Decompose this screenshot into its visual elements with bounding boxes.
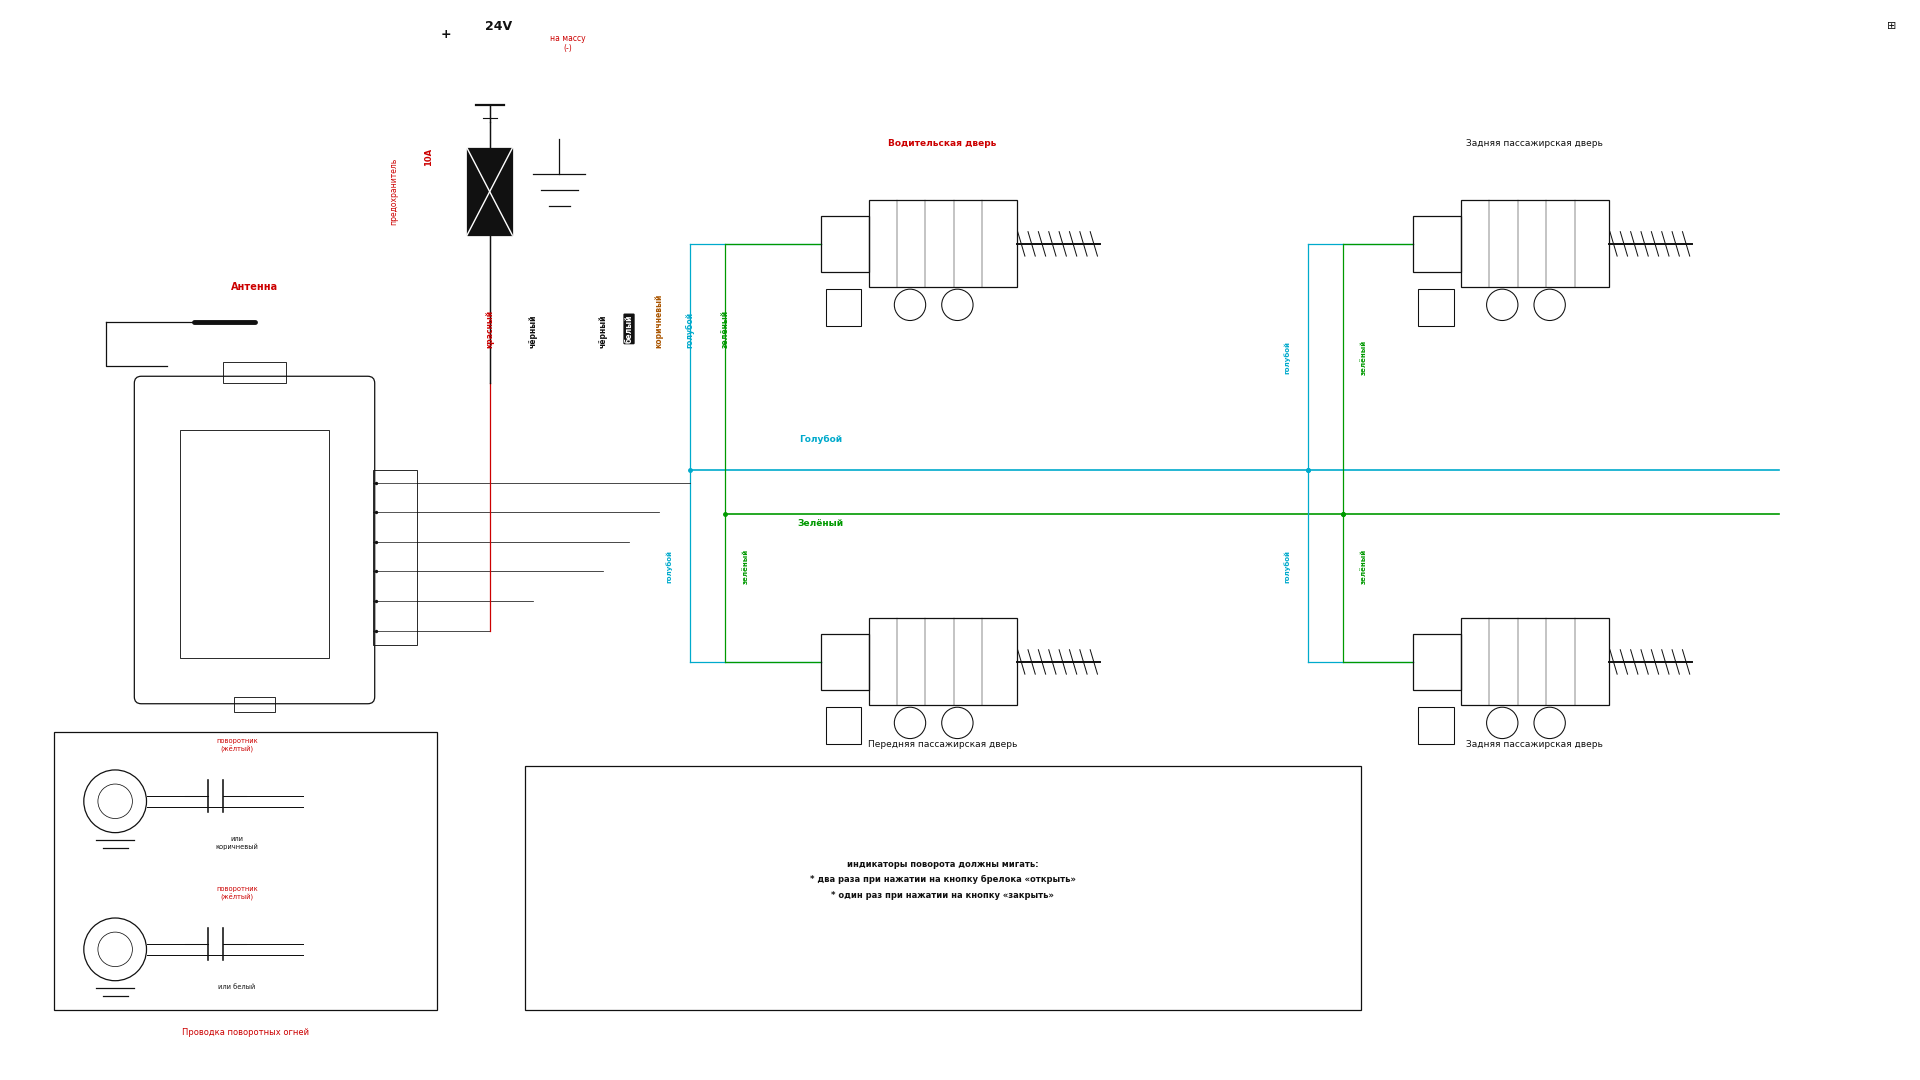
Bar: [1419, 707, 1453, 744]
Text: коричневый: коричневый: [655, 294, 662, 349]
Text: чёрный: чёрный: [599, 315, 607, 349]
Text: предохранитель: предохранитель: [390, 158, 397, 226]
Text: Антенна: Антенна: [230, 282, 278, 293]
Text: голубой: голубой: [666, 550, 672, 582]
Bar: [180, 430, 330, 659]
Text: ⊞: ⊞: [1887, 22, 1897, 31]
Text: Проводка поворотных огней: Проводка поворотных огней: [182, 1028, 309, 1037]
Text: на массу
(-): на массу (-): [551, 33, 586, 53]
Bar: [1419, 289, 1453, 326]
Text: зелёный: зелёный: [743, 549, 749, 584]
Text: зелёный: зелёный: [1361, 339, 1367, 375]
Text: +: +: [442, 28, 451, 41]
Bar: [467, 148, 513, 235]
Bar: [1461, 619, 1609, 705]
Text: Водительская дверь: Водительская дверь: [889, 139, 996, 148]
Bar: [372, 470, 417, 645]
Text: белый: белый: [624, 314, 634, 343]
Text: или
коричневый: или коричневый: [215, 836, 259, 850]
Text: чёрный: чёрный: [528, 315, 538, 349]
Bar: [826, 707, 862, 744]
Text: голубой: голубой: [685, 312, 695, 349]
Text: голубой: голубой: [1284, 340, 1290, 374]
Text: Задняя пассажирская дверь: Задняя пассажирская дверь: [1467, 740, 1603, 750]
Text: красный: красный: [486, 310, 493, 349]
Text: зелёный: зелёный: [1361, 549, 1367, 584]
Text: Задняя пассажирская дверь: Задняя пассажирская дверь: [1467, 139, 1603, 148]
Text: Передняя пассажирская дверь: Передняя пассажирская дверь: [868, 740, 1018, 750]
Text: голубой: голубой: [1284, 550, 1290, 582]
Bar: [1461, 200, 1609, 287]
Text: индикаторы поворота должны мигать:
* два раза при нажатии на кнопку брелока «отк: индикаторы поворота должны мигать: * два…: [810, 860, 1075, 900]
Bar: [822, 216, 868, 272]
Bar: [826, 289, 862, 326]
Text: зелёный: зелёный: [720, 310, 730, 349]
Text: или белый: или белый: [219, 984, 255, 990]
Text: 10А: 10А: [424, 148, 434, 166]
Bar: [1413, 634, 1461, 690]
Text: Зелёный: Зелёный: [797, 519, 843, 528]
Bar: [822, 634, 868, 690]
Bar: [1413, 216, 1461, 272]
Bar: [223, 362, 286, 383]
Bar: [868, 200, 1016, 287]
Bar: [868, 619, 1016, 705]
Bar: [524, 767, 1361, 1010]
Text: Голубой: Голубой: [799, 435, 843, 444]
Text: поворотник
(жёлтый): поворотник (жёлтый): [217, 886, 257, 901]
Text: 24V: 24V: [486, 19, 513, 32]
Text: поворотник
(жёлтый): поворотник (жёлтый): [217, 738, 257, 753]
Bar: [234, 697, 275, 713]
Bar: [54, 731, 438, 1010]
